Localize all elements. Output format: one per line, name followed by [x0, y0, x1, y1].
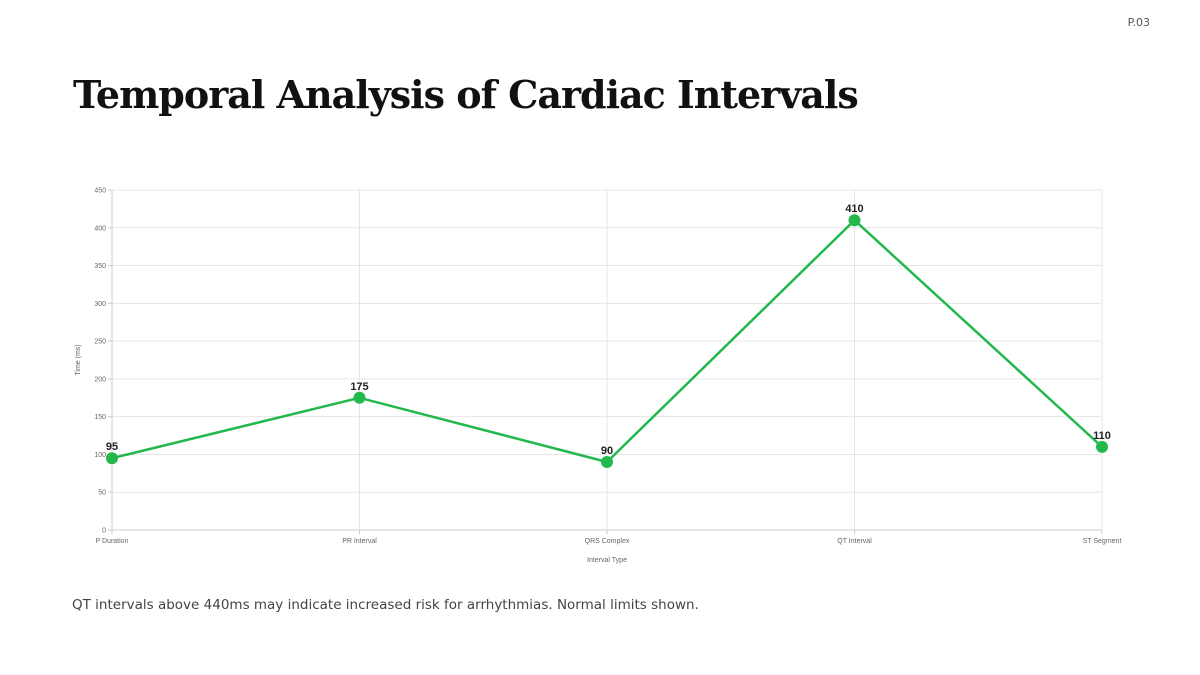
data-label: 410: [845, 203, 863, 215]
data-label: 110: [1093, 430, 1111, 442]
y-tick-label: 300: [94, 301, 106, 308]
x-tick-label: ST Segment: [1083, 538, 1122, 545]
data-labels: 95 175 90 410 110: [106, 203, 1111, 457]
y-tick-label: 50: [98, 490, 106, 497]
data-point[interactable]: [1096, 440, 1108, 453]
x-tick-label: QRS Complex: [585, 538, 630, 545]
y-tick-label: 200: [94, 376, 106, 383]
chart-grid: [111, 189, 1103, 531]
y-tick-label: 150: [94, 414, 106, 421]
y-tick-label: 400: [94, 225, 106, 232]
page-number: P.03: [1127, 16, 1150, 29]
y-tick-label: 100: [94, 452, 106, 459]
y-axis-label: Time (ms): [75, 344, 82, 375]
data-label: 90: [601, 445, 613, 457]
page-title: Temporal Analysis of Cardiac Intervals: [73, 72, 859, 117]
line-chart: 0 50 100 150 200 250 300 350 400 450 P Duration PR…: [75, 188, 1122, 565]
data-label: 175: [350, 381, 368, 393]
data-point[interactable]: [106, 452, 118, 465]
data-point[interactable]: [353, 391, 366, 404]
chart-caption: QT intervals above 440ms may indicate in…: [72, 597, 699, 613]
y-tick-label: 250: [94, 339, 106, 346]
x-tick-label: P Duration: [96, 538, 129, 545]
x-tick-label: PR Interval: [342, 538, 377, 545]
data-point[interactable]: [601, 456, 613, 468]
y-tick-label: 450: [94, 188, 106, 195]
y-axis-ticks: 0 50 100 150 200 250 300 350 400 450: [94, 188, 112, 535]
chart-series: [106, 214, 1108, 468]
y-tick-label: 0: [102, 528, 106, 535]
data-point[interactable]: [848, 214, 861, 227]
x-axis-label: Interval Type: [587, 557, 627, 564]
x-axis-ticks: P Duration PR Interval QRS Complex QT Inter…: [96, 530, 1122, 545]
y-tick-label: 350: [94, 263, 106, 270]
data-label: 95: [106, 441, 118, 453]
x-tick-label: QT Interval: [837, 538, 872, 545]
chart-container: 0 50 100 150 200 250 300 350 400 450 P Duration PR…: [60, 180, 1140, 575]
